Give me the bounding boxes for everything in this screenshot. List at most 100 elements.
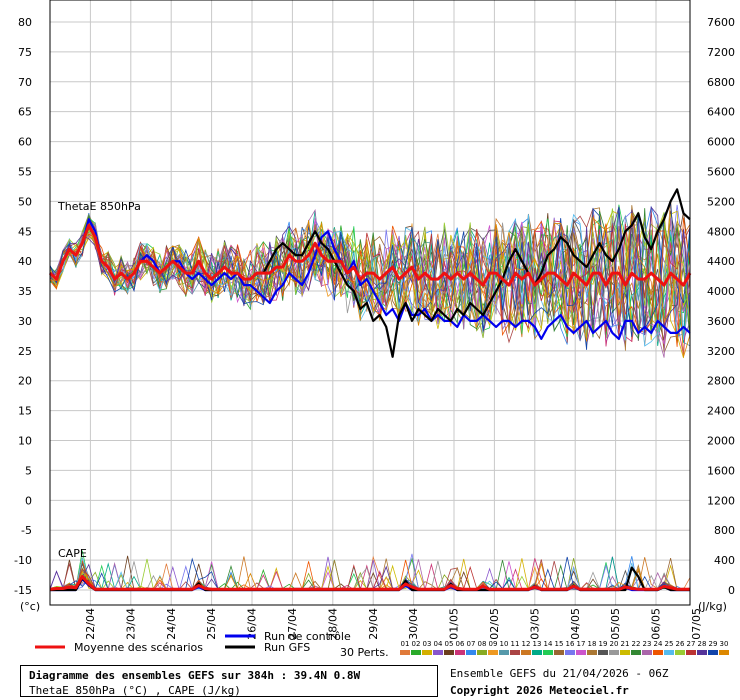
left-tick-label: 80 (18, 16, 32, 29)
right-tick-label: 7600 (707, 16, 735, 29)
perturbation-member-label: 20 (610, 640, 619, 648)
perturbation-member-label: 13 (533, 640, 542, 648)
right-tick-label: 4800 (707, 225, 735, 238)
right-tick-label: 2000 (707, 435, 735, 448)
right-tick-label: 6000 (707, 136, 735, 149)
perturbation-swatch (598, 650, 608, 655)
perturbation-member-label: 24 (654, 640, 663, 648)
perturbation-swatch (444, 650, 454, 655)
left-tick-label: 25 (18, 345, 32, 358)
left-tick-label: 75 (18, 46, 32, 59)
right-tick-label: 0 (728, 584, 735, 597)
perturbation-line (49, 209, 691, 339)
copyright-notice: Copyright 2026 Meteociel.fr (450, 684, 629, 697)
right-axis: 0 400 800 1200 1600 2000 2400 2800 3200 3600 4000 4… (707, 16, 735, 597)
perturbation-swatch (499, 650, 509, 655)
perturbation-swatch (708, 650, 718, 655)
perturbation-member-label: 10 (500, 640, 509, 648)
perturbation-member-label: 11 (511, 640, 520, 648)
perturbation-member-label: 05 (445, 640, 454, 648)
left-tick-label: 35 (18, 285, 32, 298)
perturbation-swatch (422, 650, 432, 655)
perturbation-member-label: 07 (467, 640, 476, 648)
perturbation-swatch (587, 650, 597, 655)
right-tick-label: 3200 (707, 345, 735, 358)
right-axis-unit: (J/kg) (698, 600, 727, 613)
left-axis-unit: (°c) (20, 600, 40, 613)
perturbation-swatch (664, 650, 674, 655)
perturbation-swatch (400, 650, 410, 655)
x-tick-label: 22/04 (84, 608, 97, 640)
left-tick-label: 70 (18, 76, 32, 89)
perturbation-member-label: 12 (522, 640, 531, 648)
left-tick-label: 10 (18, 435, 32, 448)
caption-subtitle: ThetaE 850hPa (°C) , CAPE (J/kg) (29, 684, 241, 697)
left-tick-label: 50 (18, 195, 32, 208)
perturbation-swatch (719, 650, 729, 655)
legend-label-mean: Moyenne des scénarios (74, 641, 203, 654)
legend: Moyenne des scénarios Run de contrôle Ru… (35, 630, 729, 659)
perturbation-member-label: 22 (632, 640, 641, 648)
right-tick-label: 2400 (707, 405, 735, 418)
left-tick-label: 20 (18, 375, 32, 388)
right-tick-label: 400 (714, 554, 735, 567)
perturbation-swatch (653, 650, 663, 655)
panel-label-cape: CAPE (58, 547, 87, 560)
right-tick-label: 4400 (707, 255, 735, 268)
x-tick-label: 03/05 (528, 608, 541, 640)
left-tick-label: -10 (14, 554, 32, 567)
perturbation-legend: 01 02 03 04 05 06 07 08 09 10 11 12 13 14 15 16 17 18 19 20… (400, 640, 729, 655)
perturbation-swatch (477, 650, 487, 655)
perturbation-member-label: 26 (676, 640, 685, 648)
left-tick-label: 0 (25, 494, 32, 507)
perturbation-member-label: 19 (599, 640, 608, 648)
left-tick-label: -15 (14, 584, 32, 597)
ensemble-chart: -15-10-505101520253035404550556065707580… (14, 0, 735, 659)
x-tick-label: 04/05 (569, 608, 582, 640)
x-tick-label: 28/04 (326, 608, 339, 640)
chart-caption-box: Diagramme des ensembles GEFS sur 384h : … (20, 665, 438, 697)
plot-frame (49, 0, 691, 606)
perturbation-member-label: 04 (434, 640, 443, 648)
perturbation-swatch (455, 650, 465, 655)
perturbation-swatch (609, 650, 619, 655)
perturbation-member-label: 27 (687, 640, 696, 648)
x-tick-label: 26/04 (246, 608, 259, 640)
x-tick-label: 07/05 (690, 608, 703, 640)
right-tick-label: 2800 (707, 375, 735, 388)
x-tick-label: 05/05 (609, 608, 622, 640)
perturbation-swatch (576, 650, 586, 655)
right-tick-label: 5600 (707, 165, 735, 178)
perturbation-member-label: 25 (665, 640, 674, 648)
perturbation-member-label: 14 (544, 640, 553, 648)
main-series-lines (48, 188, 692, 592)
legend-label-control: Run de contrôle (264, 630, 351, 643)
series-line (48, 223, 692, 287)
perturbation-member-label: 30 (720, 640, 729, 648)
left-tick-label: -5 (21, 524, 32, 537)
perturbation-member-label: 23 (643, 640, 652, 648)
right-tick-label: 5200 (707, 195, 735, 208)
right-tick-label: 7200 (707, 46, 735, 59)
perturbation-swatch (686, 650, 696, 655)
panel-label-thetae: ThetaE 850hPa (57, 200, 141, 213)
perturbation-member-label: 15 (555, 640, 564, 648)
perturbation-swatch (510, 650, 520, 655)
perturbation-member-label: 17 (577, 640, 586, 648)
left-tick-label: 55 (18, 165, 32, 178)
perturbation-swatch (466, 650, 476, 655)
right-tick-label: 1600 (707, 464, 735, 477)
perturbation-swatch (565, 650, 575, 655)
left-tick-label: 65 (18, 106, 32, 119)
right-tick-label: 3600 (707, 315, 735, 328)
perturbation-member-label: 02 (412, 640, 421, 648)
caption-title: Diagramme des ensembles GEFS sur 384h : … (29, 669, 361, 682)
perturbation-swatch (433, 650, 443, 655)
x-tick-label: 29/04 (367, 608, 380, 640)
perturbation-member-label: 06 (456, 640, 465, 648)
perturbation-swatch (488, 650, 498, 655)
perturbation-member-label: 18 (588, 640, 597, 648)
right-tick-label: 800 (714, 524, 735, 537)
perturbation-member-label: 01 (401, 640, 410, 648)
left-tick-label: 30 (18, 315, 32, 328)
